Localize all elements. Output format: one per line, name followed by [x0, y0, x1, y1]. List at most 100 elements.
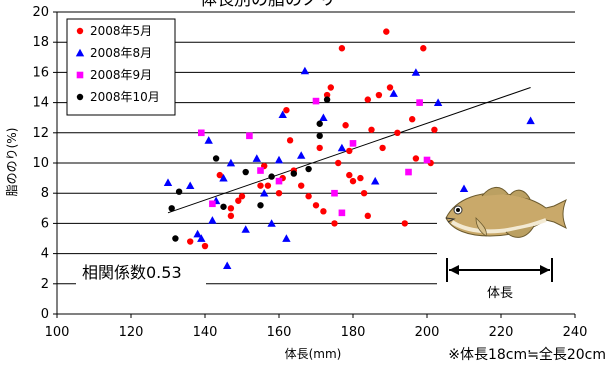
data-point-series-2 [278, 110, 287, 119]
y-tick-label: 20 [32, 5, 49, 20]
data-point-series-1 [227, 212, 235, 220]
legend-marker-1 [76, 27, 84, 35]
correlation-text: 相関係数0.53 [82, 263, 182, 282]
data-point-series-1 [375, 91, 383, 99]
data-point-series-1 [379, 144, 386, 152]
data-point-series-1 [187, 238, 194, 245]
legend: 2008年5月 2008年8月 2008年9月 2008年10月 [66, 18, 176, 116]
data-point-series-1 [346, 147, 353, 155]
data-point-series-1 [323, 91, 331, 99]
y-tick-label: 14 [32, 96, 49, 111]
y-tick-label: 6 [41, 216, 49, 231]
length-arrow-left [449, 265, 459, 275]
data-point-series-2 [300, 66, 310, 75]
data-point-series-1 [264, 182, 272, 189]
x-tick-label: 140 [193, 325, 218, 340]
data-point-series-2 [319, 113, 328, 122]
x-tick-label: 240 [563, 325, 588, 340]
data-point-series-1 [360, 190, 368, 197]
data-point-series-4 [175, 188, 183, 195]
footnote: ※体長18cm≒全長20cm [448, 346, 606, 363]
data-point-series-1 [227, 205, 235, 212]
x-axis-label: 体長(mm) [285, 347, 342, 361]
x-tick-label: 100 [45, 325, 70, 340]
y-axis-label: 脂ののり(%) [4, 128, 19, 197]
legend-label-1: 2008年5月 [90, 24, 152, 38]
data-point-series-4 [242, 168, 249, 176]
data-point-series-1 [386, 84, 394, 91]
data-point-series-2 [282, 234, 291, 242]
data-point-series-1 [346, 171, 353, 179]
data-point-series-1 [394, 129, 401, 136]
data-point-series-4 [220, 203, 227, 210]
legend-label-4: 2008年10月 [90, 90, 160, 104]
length-arrow-right [540, 265, 550, 275]
data-point-series-1 [216, 171, 223, 179]
data-point-series-2 [193, 229, 202, 238]
legend-marker-3 [76, 71, 84, 79]
y-tick-label: 16 [32, 65, 49, 80]
data-point-series-2 [371, 176, 380, 185]
data-point-series-1 [257, 182, 264, 189]
data-point-series-2 [433, 98, 443, 106]
data-point-series-2 [219, 173, 228, 182]
legend-marker-2 [75, 48, 85, 57]
legend-label-3: 2008年9月 [90, 68, 152, 82]
data-point-series-4 [168, 205, 175, 212]
data-point-series-1 [335, 159, 342, 167]
y-tick-label: 12 [32, 126, 49, 141]
data-point-series-3 [246, 132, 253, 140]
data-point-series-2 [337, 143, 347, 152]
data-point-series-2 [226, 158, 236, 167]
data-point-series-2 [204, 136, 213, 144]
data-point-series-1 [401, 220, 408, 227]
data-point-series-4 [316, 120, 323, 127]
data-point-series-3 [257, 167, 264, 174]
data-point-series-4 [305, 165, 312, 173]
y-tick-label: 8 [41, 186, 49, 201]
data-point-series-1 [364, 96, 371, 103]
data-point-series-2 [260, 189, 269, 197]
data-point-series-1 [342, 122, 349, 129]
data-point-series-1 [412, 155, 420, 162]
data-point-series-1 [431, 126, 438, 133]
data-point-series-2 [241, 225, 250, 233]
x-tick-label: 220 [489, 325, 514, 340]
data-point-series-4 [323, 96, 331, 103]
data-point-series-1 [327, 84, 334, 91]
data-point-series-3 [209, 200, 216, 208]
data-point-series-1 [349, 177, 357, 185]
data-point-series-1 [364, 212, 371, 220]
chart-title: 体長別の脂のノリ [200, 0, 336, 10]
data-point-series-4 [268, 173, 275, 180]
data-point-series-1 [286, 137, 294, 144]
data-point-series-3 [423, 156, 431, 164]
data-point-series-2 [297, 151, 306, 159]
data-point-series-1 [368, 126, 375, 133]
data-point-series-1 [409, 116, 416, 123]
data-point-series-1 [305, 193, 312, 200]
data-point-series-3 [405, 168, 412, 176]
correlation-box [76, 256, 206, 288]
x-tick-label: 180 [341, 325, 366, 340]
x-tick-label: 160 [267, 325, 292, 340]
data-point-series-3 [349, 140, 357, 147]
fish-illustration [445, 187, 567, 238]
data-point-series-2 [267, 219, 276, 227]
data-point-series-3 [416, 99, 423, 106]
y-tick-labels: 0 2 4 6 8 10 12 14 16 18 20 [32, 5, 57, 322]
data-point-series-3 [198, 129, 205, 137]
data-point-series-4 [316, 132, 323, 140]
data-point-series-2 [411, 68, 421, 76]
y-tick-label: 18 [32, 35, 49, 50]
data-point-series-4 [290, 170, 297, 177]
data-point-series-1 [338, 45, 346, 52]
data-point-series-2 [274, 155, 284, 164]
y-tick-label: 0 [41, 307, 49, 322]
y-tick-label: 10 [32, 156, 49, 171]
x-tick-label: 120 [119, 325, 144, 340]
data-point-series-2 [526, 116, 535, 125]
y-tick-label: 2 [41, 277, 49, 292]
data-point-series-3 [312, 97, 320, 105]
